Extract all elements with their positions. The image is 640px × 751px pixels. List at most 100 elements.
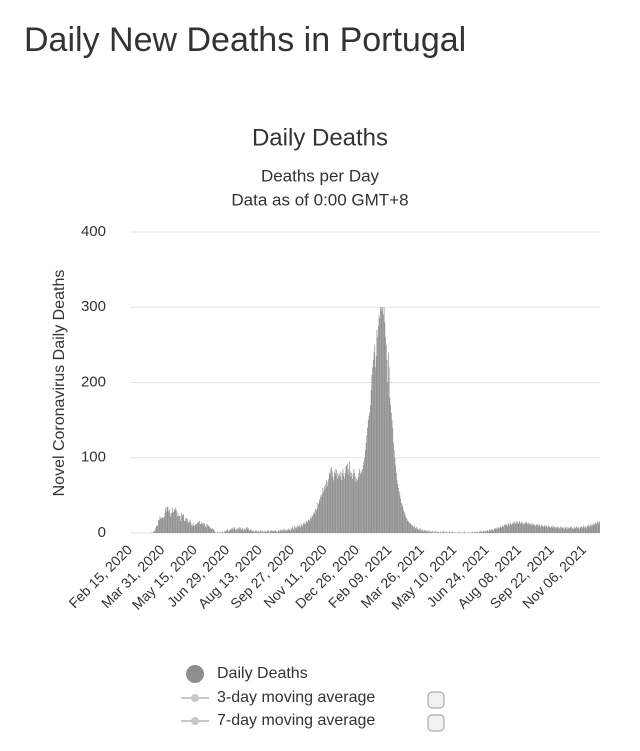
bar	[597, 521, 598, 533]
bar	[305, 523, 306, 533]
legend-marker[interactable]	[191, 717, 199, 725]
bar	[198, 522, 200, 533]
bar	[171, 513, 172, 533]
bar	[510, 523, 512, 533]
bar	[419, 529, 420, 533]
bar	[209, 526, 211, 533]
bar	[403, 511, 405, 533]
bar	[385, 337, 386, 533]
bar	[308, 519, 309, 533]
bar	[326, 480, 327, 533]
bar	[514, 522, 515, 533]
bar	[373, 352, 375, 533]
bar	[344, 478, 345, 533]
bar	[538, 526, 539, 533]
bar	[422, 531, 424, 533]
bar	[401, 502, 402, 533]
bar	[347, 474, 349, 533]
bar	[527, 523, 528, 533]
bar	[226, 530, 228, 533]
bar	[297, 525, 298, 533]
bar	[229, 529, 231, 533]
y-tick-label: 200	[81, 373, 106, 390]
legend-marker[interactable]	[186, 665, 204, 683]
bar	[506, 524, 508, 533]
bar	[419, 528, 421, 533]
bar	[519, 523, 521, 533]
bar	[348, 469, 350, 533]
bar	[481, 531, 482, 533]
bar	[372, 367, 373, 533]
bar	[386, 359, 388, 533]
bar	[235, 529, 237, 533]
bar	[515, 520, 517, 533]
bar	[582, 526, 584, 533]
bar	[548, 526, 550, 533]
bar	[384, 322, 386, 533]
bar	[493, 530, 495, 533]
bar	[310, 518, 312, 533]
bar	[496, 529, 498, 533]
bar	[289, 529, 291, 533]
bar	[531, 523, 533, 533]
bar	[525, 521, 527, 533]
bar	[362, 469, 363, 533]
bar	[407, 520, 409, 533]
bar	[380, 307, 382, 533]
bar	[191, 525, 192, 533]
bar	[200, 523, 202, 533]
bar	[336, 478, 338, 533]
bar	[358, 472, 360, 533]
bar	[387, 382, 389, 533]
bar	[365, 442, 367, 533]
checkbox[interactable]	[427, 691, 445, 709]
bar	[338, 475, 340, 533]
bar	[173, 511, 174, 533]
bar	[367, 420, 369, 533]
bar	[571, 528, 573, 533]
bar	[303, 524, 305, 533]
bar	[307, 522, 309, 533]
bar	[266, 531, 267, 533]
bar	[241, 529, 242, 533]
legend-label[interactable]: Daily Deaths	[217, 665, 308, 682]
bar	[262, 531, 264, 533]
bar	[267, 531, 269, 533]
bar	[476, 532, 477, 533]
bar	[408, 522, 410, 533]
bar	[416, 529, 418, 533]
bar	[543, 526, 544, 533]
bar	[232, 527, 234, 533]
legend-label[interactable]: 3-day moving average	[217, 689, 375, 706]
bar	[291, 529, 293, 533]
bar	[570, 527, 572, 533]
bar	[359, 469, 360, 533]
bar	[246, 527, 247, 533]
bar	[280, 529, 282, 533]
bar	[417, 528, 419, 533]
bar	[500, 526, 502, 533]
legend-marker[interactable]	[191, 694, 199, 702]
bar	[594, 522, 596, 533]
bar	[491, 529, 492, 533]
bar	[393, 450, 395, 533]
bar	[581, 528, 583, 533]
bar	[193, 525, 195, 533]
bar	[535, 526, 536, 533]
bar	[318, 499, 320, 533]
bar	[292, 528, 294, 533]
legend-label[interactable]: 7-day moving average	[217, 712, 375, 729]
bar	[429, 531, 431, 533]
bar	[368, 416, 370, 533]
bar	[556, 526, 558, 533]
bar	[191, 526, 193, 533]
bar	[578, 527, 580, 533]
bar	[329, 474, 331, 533]
checkbox[interactable]	[427, 714, 445, 732]
bar	[504, 525, 506, 533]
bar	[316, 508, 318, 533]
bar	[155, 528, 156, 533]
bar	[249, 529, 251, 533]
bar	[567, 529, 569, 533]
